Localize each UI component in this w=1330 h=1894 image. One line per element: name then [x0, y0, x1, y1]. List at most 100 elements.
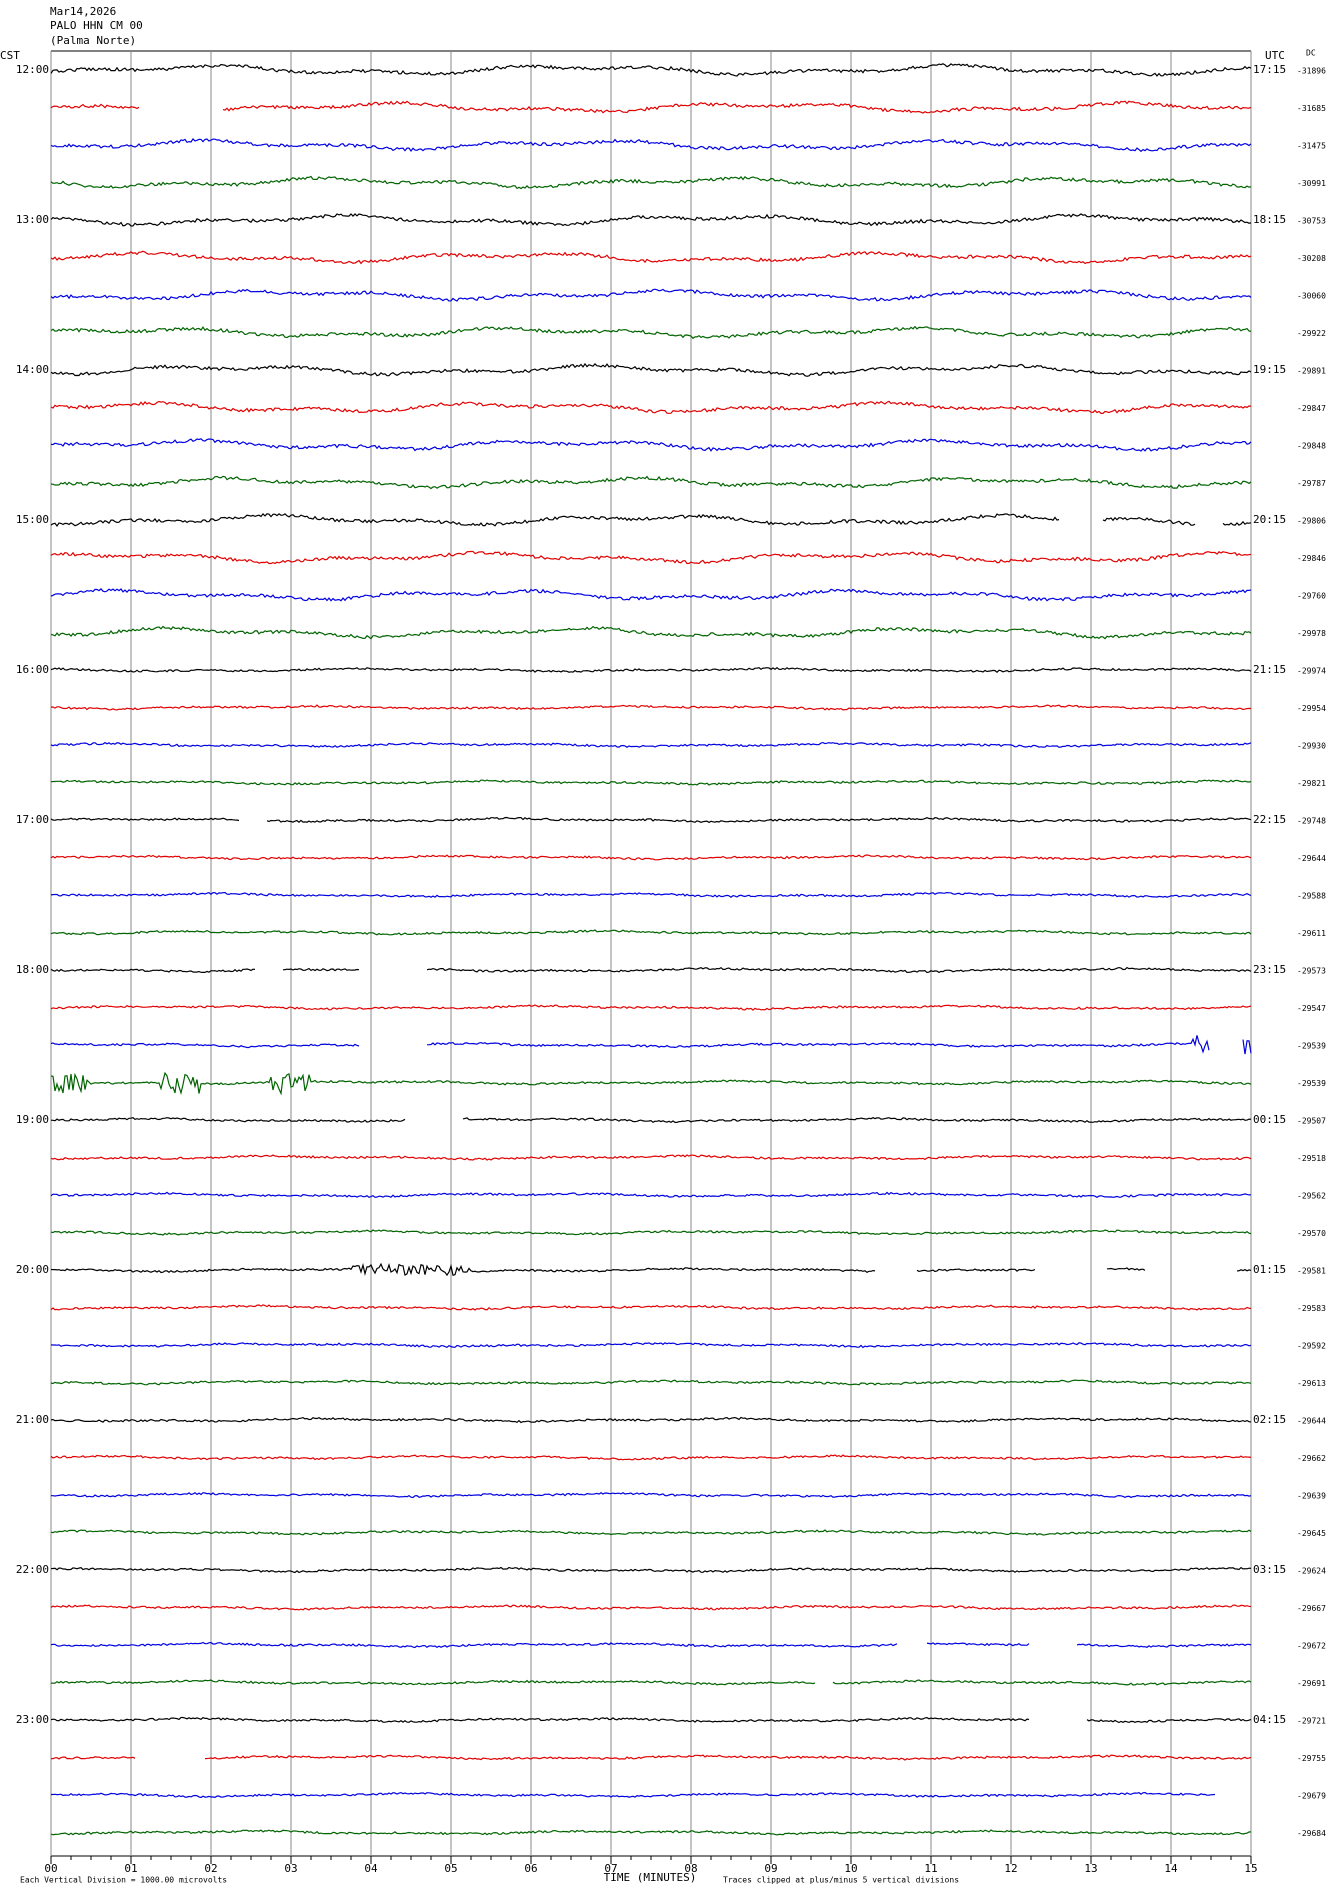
dc-value: -29624 [1297, 1567, 1326, 1576]
dc-value: -29562 [1297, 1192, 1326, 1201]
dc-value: -30991 [1297, 179, 1326, 188]
trace [50, 1304, 1252, 1311]
utc-time: 18:15 [1253, 213, 1286, 226]
dc-value: -29721 [1297, 1717, 1326, 1726]
trace [50, 63, 1252, 77]
trace [50, 1071, 1252, 1096]
cst-time: 22:00 [16, 1563, 49, 1576]
date: Mar14,2026 [50, 5, 116, 18]
x-tick-label: 04 [364, 1862, 378, 1875]
dc-value: -29539 [1297, 1042, 1326, 1051]
trace [50, 1416, 1252, 1424]
dc-value: -29974 [1297, 667, 1326, 676]
dc-value: -31475 [1297, 142, 1326, 151]
cst-time: 21:00 [16, 1413, 49, 1426]
utc-time: 20:15 [1253, 513, 1286, 526]
trace [50, 1566, 1252, 1574]
utc-time: 00:15 [1253, 1113, 1286, 1126]
trace [50, 1454, 1252, 1461]
dc-value: -29954 [1297, 704, 1326, 713]
x-tick-label: 13 [1084, 1862, 1097, 1875]
scale-note: Each Vertical Division = 1000.00 microvo… [20, 1876, 227, 1885]
location: (Palma Norte) [50, 34, 136, 47]
right-axis-label: UTC [1265, 49, 1285, 62]
dc-value: -29581 [1297, 1267, 1326, 1276]
utc-time: 17:15 [1253, 63, 1286, 76]
cst-time: 14:00 [16, 363, 49, 376]
trace [50, 1716, 1252, 1724]
x-tick-label: 06 [524, 1862, 537, 1875]
x-tick-label: 11 [924, 1862, 937, 1875]
dc-value: -29922 [1297, 329, 1326, 338]
x-tick-label: 02 [204, 1862, 217, 1875]
trace [50, 1679, 1252, 1686]
trace [50, 1604, 1252, 1611]
dc-value: -29847 [1297, 404, 1326, 413]
clip-note: Traces clipped at plus/minus 5 vertical … [723, 1876, 959, 1885]
dc-value: -29978 [1297, 629, 1326, 638]
dc-value: -29787 [1297, 479, 1326, 488]
trace [50, 666, 1252, 673]
dc-value: -29672 [1297, 1642, 1326, 1651]
dc-value: -29667 [1297, 1604, 1326, 1613]
dc-value: -29821 [1297, 779, 1326, 788]
dc-value: -29592 [1297, 1342, 1326, 1351]
trace [50, 625, 1252, 640]
trace [50, 966, 1252, 974]
x-tick-label: 01 [124, 1862, 137, 1875]
trace [50, 362, 1252, 377]
dc-value: -30208 [1297, 254, 1326, 263]
trace [50, 816, 1252, 824]
dc-value: -29644 [1297, 854, 1326, 863]
x-tick-label: 09 [764, 1862, 777, 1875]
x-tick-label: 10 [844, 1862, 857, 1875]
x-tick-label: 12 [1004, 1862, 1017, 1875]
station: PALO HHN CM 00 [50, 19, 143, 32]
trace [50, 1191, 1252, 1198]
dc-value: -29891 [1297, 367, 1326, 376]
dc-label: DC [1306, 49, 1316, 58]
trace [50, 1829, 1252, 1836]
x-tick-label: 00 [44, 1862, 57, 1875]
dc-value: -29613 [1297, 1379, 1326, 1388]
utc-time: 21:15 [1253, 663, 1286, 676]
trace [50, 1641, 1252, 1649]
x-tick-label: 14 [1164, 1862, 1178, 1875]
dc-value: -29507 [1297, 1117, 1326, 1126]
utc-time: 22:15 [1253, 813, 1286, 826]
dc-value: -29644 [1297, 1417, 1326, 1426]
x-axis-label: TIME (MINUTES) [604, 1871, 697, 1884]
x-tick-label: 07 [604, 1862, 617, 1875]
dc-value: -29547 [1297, 1004, 1326, 1013]
cst-time: 19:00 [16, 1113, 49, 1126]
dc-value: -29539 [1297, 1079, 1326, 1088]
cst-time: 23:00 [16, 1713, 49, 1726]
dc-value: -29570 [1297, 1229, 1326, 1238]
trace [50, 1035, 1252, 1055]
x-tick-label: 05 [444, 1862, 457, 1875]
cst-time: 15:00 [16, 513, 49, 526]
trace [50, 1529, 1252, 1536]
left-axis-label: CST [0, 49, 20, 62]
trace [50, 288, 1252, 302]
cst-time: 12:00 [16, 63, 49, 76]
dc-value: -29848 [1297, 442, 1326, 451]
x-tick-label: 15 [1244, 1862, 1257, 1875]
dc-value: -31896 [1297, 67, 1326, 76]
trace [50, 779, 1252, 786]
utc-time: 03:15 [1253, 1563, 1286, 1576]
dc-value: -29846 [1297, 554, 1326, 563]
dc-value: -29748 [1297, 817, 1326, 826]
trace [50, 1754, 1252, 1761]
dc-value: -29691 [1297, 1679, 1326, 1688]
cst-time: 18:00 [16, 963, 49, 976]
trace [50, 1004, 1252, 1011]
utc-time: 02:15 [1253, 1413, 1286, 1426]
dc-value: -29806 [1297, 517, 1326, 526]
dc-value: -29573 [1297, 967, 1326, 976]
trace [50, 325, 1252, 340]
dc-value: -29755 [1297, 1754, 1326, 1763]
trace [50, 250, 1252, 265]
cst-time: 13:00 [16, 213, 49, 226]
x-tick-label: 03 [284, 1862, 297, 1875]
